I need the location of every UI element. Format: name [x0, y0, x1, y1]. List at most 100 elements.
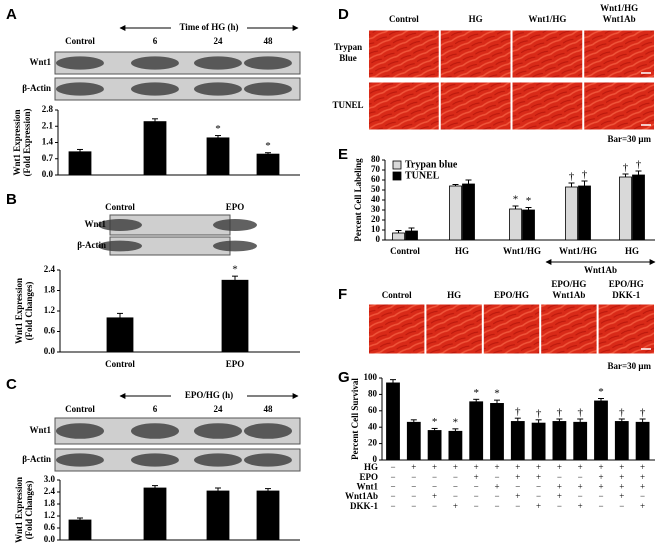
column-label: Wnt1/HG [528, 14, 566, 24]
micrograph [425, 303, 483, 355]
column-label: HG [469, 14, 483, 24]
bar [449, 185, 462, 241]
significance-marker: * [526, 195, 532, 207]
condition-sign: − [578, 491, 583, 501]
y-tick-label: 60 [368, 405, 378, 415]
y-tick-label: 0 [376, 234, 381, 244]
y-tick-label: 0.0 [44, 534, 56, 544]
significance-marker: † [619, 407, 625, 419]
x-tick-label: HG [625, 246, 639, 256]
y-tick-label: 10 [371, 224, 381, 234]
condition-sign: − [453, 481, 458, 491]
significance-marker: * [473, 387, 479, 399]
row-label: TUNEL [332, 100, 363, 110]
blot-band [194, 56, 242, 70]
y-tick-label: 0.6 [44, 522, 56, 532]
bar [106, 317, 134, 353]
legend-swatch [392, 160, 402, 170]
condition-sign: − [390, 472, 395, 482]
bar [448, 430, 463, 461]
condition-sign: + [515, 472, 520, 482]
condition-label: EPO [359, 472, 378, 482]
y-tick-label: 50 [371, 184, 381, 194]
blot-band [244, 423, 292, 439]
condition-sign: + [640, 501, 645, 511]
condition-sign: + [557, 481, 562, 491]
condition-sign: − [453, 472, 458, 482]
significance-marker: † [582, 169, 588, 181]
bar [143, 121, 167, 176]
y-tick-label: 80 [368, 388, 378, 398]
y-axis-label: Wnt1 Expression [14, 477, 24, 543]
x-tick-label: Control [65, 36, 95, 46]
y-tick-label: 70 [371, 164, 381, 174]
significance-marker: * [494, 388, 500, 400]
bar [206, 137, 230, 176]
bar [573, 421, 588, 461]
bar [632, 174, 645, 241]
x-tick-label: Wnt1/HG [503, 246, 541, 256]
y-axis-label: (Fold Changes) [24, 282, 34, 341]
condition-sign: − [515, 481, 520, 491]
x-tick-label: 6 [153, 36, 158, 46]
condition-sign: − [578, 472, 583, 482]
micrograph [439, 81, 512, 131]
y-tick-label: 1.8 [44, 498, 56, 508]
bar [531, 422, 546, 461]
legend-label: Trypan blue [405, 159, 458, 170]
bar [565, 186, 578, 241]
condition-sign: − [390, 501, 395, 511]
legend-label: TUNEL [405, 170, 440, 181]
condition-sign: − [557, 472, 562, 482]
group-label: Wnt1Ab [584, 265, 617, 275]
panel-letter: F [338, 286, 347, 303]
y-tick-label: 40 [371, 194, 381, 204]
bar [490, 403, 504, 461]
blot-band [194, 423, 242, 439]
condition-sign: + [640, 481, 645, 491]
micrograph [439, 29, 512, 79]
condition-sign: + [515, 491, 520, 501]
condition-sign: + [640, 472, 645, 482]
condition-label: DKK-1 [350, 501, 378, 511]
significance-marker: † [623, 162, 629, 174]
condition-sign: − [390, 481, 395, 491]
x-tick-label: EPO [226, 359, 245, 369]
condition-sign: − [598, 491, 603, 501]
row-label: Blue [339, 53, 357, 63]
y-tick-label: 0 [373, 454, 378, 464]
lane-label: Control [105, 202, 135, 212]
blot-row-label: β-Actin [77, 240, 106, 250]
condition-sign: − [515, 501, 520, 511]
bar [68, 519, 92, 541]
blot-row-label: Wnt1 [29, 425, 51, 435]
y-tick-label: 0.6 [44, 326, 56, 336]
micrograph [511, 29, 584, 79]
column-label: EPO/HG [609, 279, 644, 289]
bar [386, 382, 400, 461]
panel-letter: D [338, 6, 349, 23]
micrograph [368, 81, 440, 131]
bar [427, 430, 442, 461]
lane-label: EPO [226, 202, 245, 212]
condition-sign: + [432, 462, 437, 472]
y-axis-label: Wnt1 Expression [12, 109, 22, 175]
y-axis-label: Percent Cell Labeling [353, 158, 363, 242]
scale-bar-label: Bar=30 μm [608, 361, 652, 371]
y-tick-label: 0.7 [42, 153, 54, 163]
significance-marker: † [636, 159, 642, 171]
condition-sign: + [536, 501, 541, 511]
condition-sign: + [453, 462, 458, 472]
condition-sign: + [578, 462, 583, 472]
y-tick-label: 60 [371, 174, 381, 184]
bar [552, 421, 567, 461]
condition-sign: − [598, 501, 603, 511]
bar [206, 490, 230, 541]
column-label: Wnt1/HG [600, 3, 638, 13]
blot-band [131, 423, 179, 439]
condition-sign: − [494, 491, 499, 501]
bar [143, 487, 167, 541]
y-tick-label: 20 [368, 438, 378, 448]
condition-sign: + [598, 481, 603, 491]
blot-band [98, 240, 142, 252]
